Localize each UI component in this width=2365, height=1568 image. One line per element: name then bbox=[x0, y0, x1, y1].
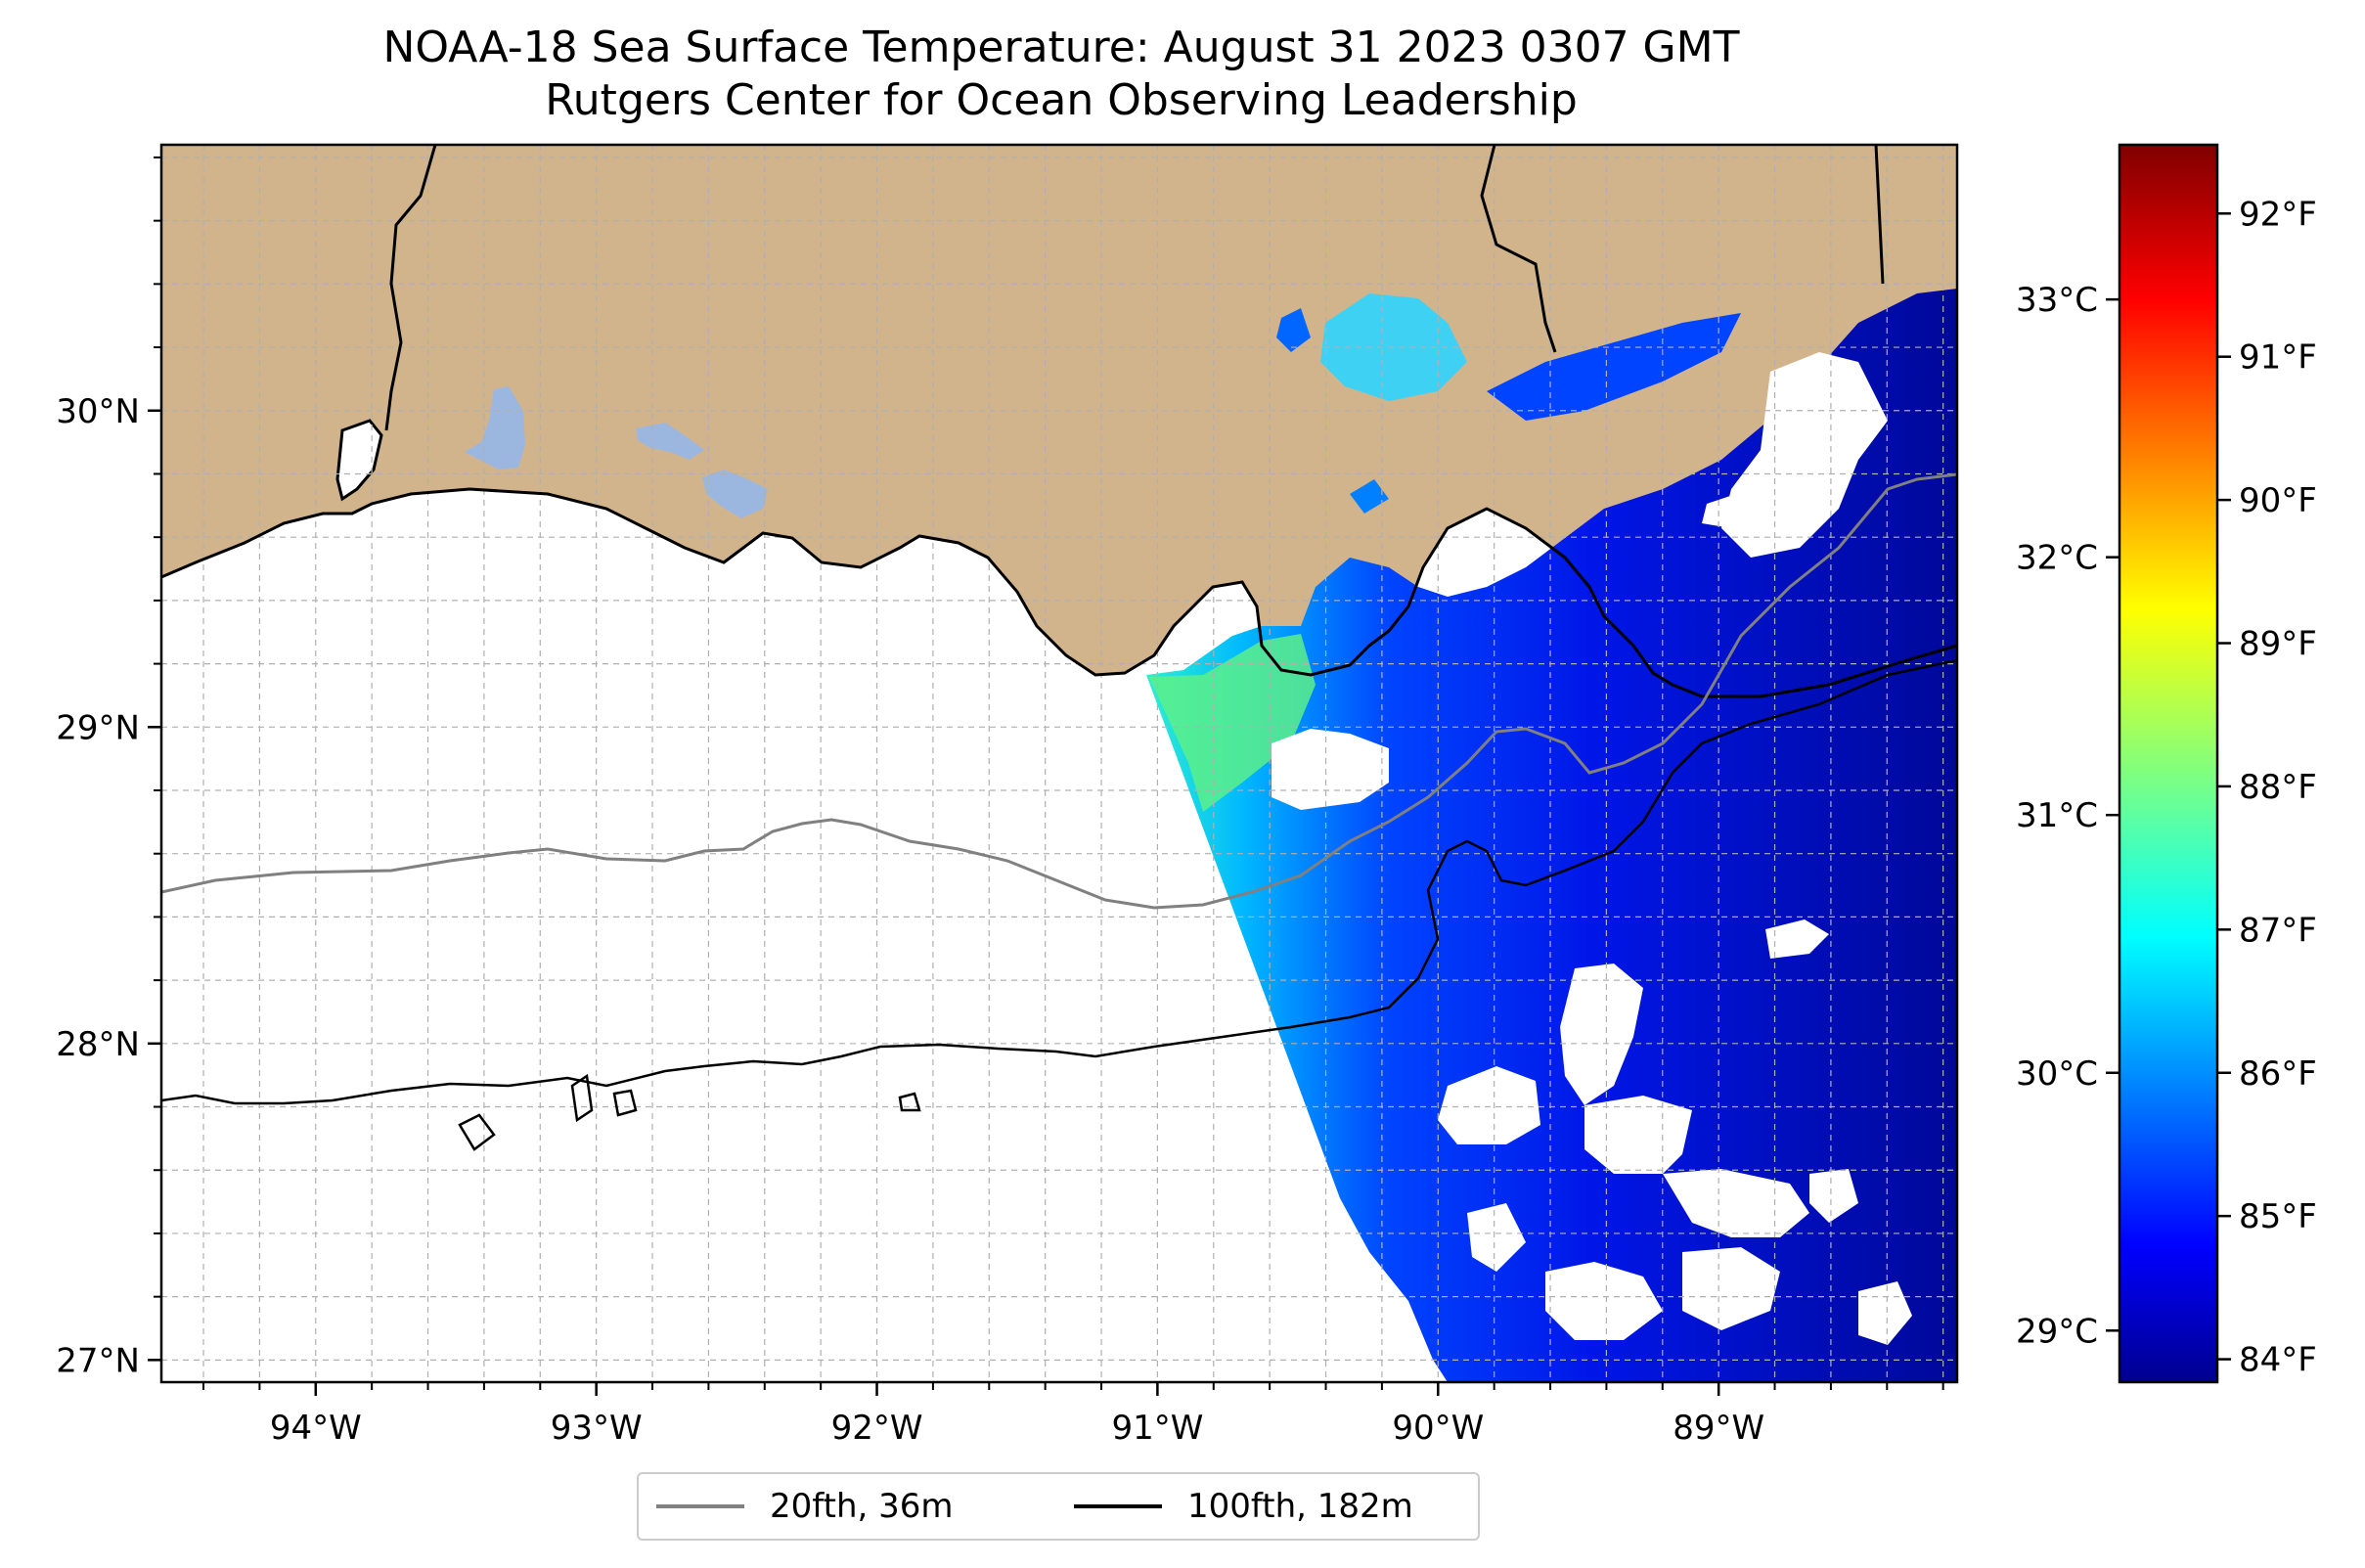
fahrenheit-tick-label: 92°F bbox=[2239, 195, 2317, 234]
legend-label-20fth: 20fth, 36m bbox=[770, 1487, 954, 1526]
isobath-100fth bbox=[161, 658, 1957, 1105]
cloud-gap bbox=[1663, 1169, 1809, 1237]
y-tick-label: 30°N bbox=[56, 392, 140, 431]
cloud-gap bbox=[1584, 1096, 1692, 1174]
fahrenheit-tick-label: 89°F bbox=[2239, 625, 2317, 664]
cloud-gap bbox=[1467, 1203, 1526, 1272]
x-tick-label: 94°W bbox=[270, 1409, 362, 1448]
lake-white bbox=[702, 470, 768, 518]
legend-item-20fth: 20fth, 36m bbox=[656, 1474, 954, 1539]
fahrenheit-tick-label: 84°F bbox=[2239, 1341, 2317, 1380]
island bbox=[570, 1073, 594, 1123]
cloud-gap bbox=[1858, 1281, 1912, 1345]
colorbar-gradient bbox=[2118, 143, 2219, 1384]
celsius-tick-label: 32°C bbox=[2016, 539, 2098, 578]
x-tick-label: 91°W bbox=[1111, 1409, 1203, 1448]
gridlines bbox=[161, 145, 1957, 1382]
fahrenheit-tick-label: 85°F bbox=[2239, 1197, 2317, 1236]
legend-swatch-100fth bbox=[1074, 1504, 1162, 1508]
cloud-gap bbox=[1272, 729, 1389, 810]
island bbox=[612, 1089, 638, 1117]
colorbar-celsius-axis: 29°C 30°C 31°C 32°C 33°C bbox=[2016, 281, 2120, 1351]
fahrenheit-tick-label: 87°F bbox=[2239, 911, 2317, 950]
map-frame bbox=[159, 143, 1959, 1384]
cloud-gap bbox=[1682, 1247, 1780, 1330]
isobath-20fth bbox=[161, 472, 1957, 910]
lake-sabine bbox=[335, 419, 383, 502]
lake-grand bbox=[636, 423, 704, 460]
y-tick-label: 29°N bbox=[56, 708, 140, 747]
celsius-tick-label: 31°C bbox=[2016, 796, 2098, 835]
sst-swath bbox=[1146, 289, 1957, 1382]
cloud-gap bbox=[1721, 352, 1888, 558]
state-border bbox=[1874, 145, 1885, 285]
colorbar-fahrenheit-axis: 84°F 85°F 86°F 87°F 88°F 89°F 90°F 91°F 92°F bbox=[2217, 195, 2317, 1380]
cloud-gap bbox=[1809, 1169, 1858, 1223]
cloud-gap bbox=[1545, 1262, 1663, 1340]
lake-calcasieu bbox=[465, 386, 525, 470]
island bbox=[458, 1113, 496, 1151]
title-line-1: NOAA-18 Sea Surface Temperature: August … bbox=[382, 22, 1740, 72]
cloud-gap bbox=[1560, 963, 1643, 1105]
x-tick-label: 93°W bbox=[551, 1409, 643, 1448]
legend-item-100fth: 100fth, 182m bbox=[1074, 1474, 1413, 1539]
celsius-tick-label: 29°C bbox=[2016, 1312, 2098, 1351]
cloud-gap bbox=[1765, 919, 1829, 959]
celsius-tick-label: 33°C bbox=[2016, 281, 2098, 320]
y-tick-label: 27°N bbox=[56, 1341, 140, 1380]
x-tick-label: 92°W bbox=[831, 1409, 923, 1448]
state-border bbox=[384, 145, 437, 431]
y-axis: 27°N 28°N 29°N 30°N bbox=[56, 156, 161, 1380]
x-tick-label: 90°W bbox=[1392, 1409, 1484, 1448]
sst-warm-inshore bbox=[1149, 634, 1316, 812]
coastline bbox=[161, 487, 1957, 698]
celsius-tick-label: 30°C bbox=[2016, 1054, 2098, 1094]
chart-title: NOAA-18 Sea Surface Temperature: August … bbox=[156, 22, 1966, 127]
fahrenheit-tick-label: 90°F bbox=[2239, 481, 2317, 520]
legend: 20fth, 36m 100fth, 182m bbox=[637, 1472, 1480, 1541]
fahrenheit-tick-label: 86°F bbox=[2239, 1054, 2317, 1094]
x-axis: 94°W 93°W 92°W 91°W 90°W 89°W bbox=[202, 1382, 1944, 1448]
legend-swatch-20fth bbox=[656, 1504, 744, 1508]
land-area bbox=[161, 145, 1957, 696]
title-line-2: Rutgers Center for Ocean Observing Leade… bbox=[545, 75, 1578, 125]
state-border bbox=[1480, 145, 1557, 353]
island bbox=[898, 1092, 921, 1112]
fahrenheit-tick-label: 91°F bbox=[2239, 338, 2317, 378]
y-tick-label: 28°N bbox=[56, 1025, 140, 1064]
sst-blob-2 bbox=[1350, 479, 1389, 514]
sst-small-blob bbox=[1276, 308, 1311, 352]
fahrenheit-tick-label: 88°F bbox=[2239, 768, 2317, 807]
cloud-gap bbox=[1438, 1066, 1540, 1144]
x-tick-label: 89°W bbox=[1673, 1409, 1764, 1448]
cloud-gap bbox=[1702, 489, 1761, 528]
legend-label-100fth: 100fth, 182m bbox=[1187, 1487, 1413, 1526]
